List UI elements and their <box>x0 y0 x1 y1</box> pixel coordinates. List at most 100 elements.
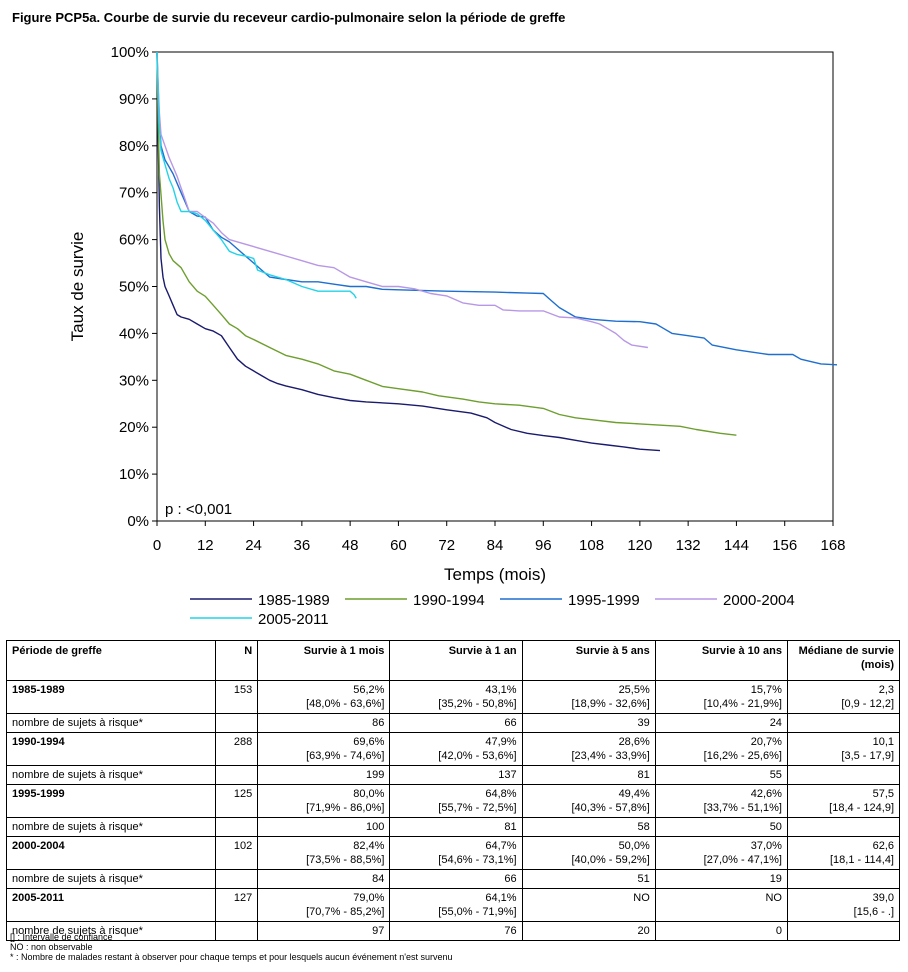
cell-confidence-interval: [15,6 - .] <box>853 906 894 918</box>
cell-risk-count: 0 <box>654 921 788 941</box>
y-tick-label: 20% <box>119 419 149 436</box>
legend-label: 2005-2011 <box>258 611 329 628</box>
cell-value: 80,0% [71,9% - 86,0%] <box>257 784 391 818</box>
chart-lines <box>156 51 838 452</box>
x-tick-label: 156 <box>772 537 797 554</box>
cell-confidence-interval: [70,7% - 85,2%] <box>306 906 385 918</box>
cell-value: 2,3 [0,9 - 12,2] <box>786 680 901 714</box>
cell-value: 50,0% [40,0% - 59,2%] <box>521 836 656 870</box>
table-row: 1995-1999 125 80,0% [71,9% - 86,0%] 64,8% [55… <box>6 784 901 818</box>
cell-confidence-interval: [71,9% - 86,0%] <box>306 802 385 814</box>
y-tick-label: 50% <box>119 279 149 296</box>
cell-estimate: 69,6% <box>353 736 385 748</box>
cell-risk-count: 86 <box>257 713 391 733</box>
y-tick-label: 10% <box>119 466 149 483</box>
p-value-annotation: p : <0,001 <box>165 501 232 518</box>
cell-risk-count: 199 <box>257 765 391 785</box>
table-header-row: Période de greffe N Survie à 1 mois Surv… <box>6 640 901 681</box>
cell-confidence-interval: [18,1 - 114,4] <box>829 854 894 866</box>
x-tick-label: 108 <box>579 537 604 554</box>
cell-empty <box>786 765 901 785</box>
cell-estimate: 42,6% <box>750 788 782 800</box>
cell-confidence-interval: [48,0% - 63,6%] <box>306 698 385 710</box>
cell-value: NO <box>654 888 788 922</box>
cell-risk-count: 81 <box>389 817 523 837</box>
survival-chart: 0% 10% 20% 30% 40% 50% 60% 70% 80% 90% 100% 0 12 24 36… <box>68 44 846 628</box>
y-tick-label: 90% <box>119 91 149 108</box>
cell-estimate: 82,4% <box>353 840 385 852</box>
plot-frame <box>156 51 834 522</box>
y-axis-label: Taux de survie <box>68 232 87 342</box>
cell-confidence-interval: [35,2% - 50,8%] <box>438 698 517 710</box>
cell-risk-count: 50 <box>654 817 788 837</box>
y-tick-label: 40% <box>119 325 149 342</box>
x-tick-label: 168 <box>820 537 845 554</box>
cell-risk-count: 24 <box>654 713 788 733</box>
x-tick-label: 0 <box>153 537 161 554</box>
cell-confidence-interval: [40,3% - 57,8%] <box>571 802 650 814</box>
table-row-risk: nombre de sujets à risque* 86 66 39 24 <box>6 713 901 733</box>
cell-estimate: 56,2% <box>353 684 385 696</box>
cell-estimate: 20,7% <box>750 736 782 748</box>
survival-table: Période de greffe N Survie à 1 mois Surv… <box>6 640 901 941</box>
cell-confidence-interval: [63,9% - 74,6%] <box>306 750 385 762</box>
header-1-month: Survie à 1 mois <box>257 640 391 681</box>
cell-estimate: 2,3 <box>878 684 894 696</box>
cell-estimate: 47,9% <box>485 736 517 748</box>
note-risk: * : Nombre de malades restant à observer… <box>10 952 453 962</box>
cell-estimate: 25,5% <box>618 684 650 696</box>
cell-empty <box>214 817 259 837</box>
chart-axes: 0% 10% 20% 30% 40% 50% 60% 70% 80% 90% 100% 0 12 24 36… <box>68 44 846 584</box>
header-n: N <box>214 640 259 681</box>
cell-confidence-interval: [27,0% - 47,1%] <box>703 854 782 866</box>
cell-value: 64,7% [54,6% - 73,1%] <box>389 836 523 870</box>
cell-estimate: 80,0% <box>353 788 385 800</box>
x-tick-label: 96 <box>535 537 552 554</box>
cell-estimate: NO <box>633 892 650 904</box>
cell-confidence-interval: [10,4% - 21,9%] <box>703 698 782 710</box>
table-row: 1990-1994 288 69,6% [63,9% - 74,6%] 47,9% [42… <box>6 732 901 766</box>
y-tick-label: 80% <box>119 138 149 155</box>
table-row-risk: nombre de sujets à risque* 199 137 81 55 <box>6 765 901 785</box>
cell-empty <box>214 921 259 941</box>
cell-risk-count: 137 <box>389 765 523 785</box>
cell-confidence-interval <box>661 905 782 919</box>
cell-confidence-interval: [54,6% - 73,1%] <box>438 854 517 866</box>
series-line-2005-2011 <box>156 51 357 299</box>
series-line-1995-1999 <box>156 51 838 366</box>
cell-period: 1990-1994 <box>6 732 216 766</box>
cell-risk-label: nombre de sujets à risque* <box>6 921 216 941</box>
cell-risk-count: 20 <box>521 921 656 941</box>
y-tick-label: 0% <box>127 513 149 530</box>
cell-estimate: 37,0% <box>750 840 782 852</box>
series-line-1990-1994 <box>156 51 737 436</box>
table-row: 1985-1989 153 56,2% [48,0% - 63,6%] 43,1% [35… <box>6 680 901 714</box>
cell-value: 47,9% [42,0% - 53,6%] <box>389 732 523 766</box>
cell-estimate: 64,1% <box>485 892 517 904</box>
header-1-year: Survie à 1 an <box>389 640 523 681</box>
legend-label: 2000-2004 <box>723 592 795 609</box>
x-tick-label: 120 <box>627 537 652 554</box>
cell-value: 15,7% [10,4% - 21,9%] <box>654 680 788 714</box>
cell-value: NO <box>521 888 656 922</box>
table-row-risk: nombre de sujets à risque* 100 81 58 50 <box>6 817 901 837</box>
series-line-1985-1989 <box>156 51 661 452</box>
cell-risk-count: 51 <box>521 869 656 889</box>
cell-confidence-interval: [16,2% - 25,6%] <box>703 750 782 762</box>
cell-risk-count: 55 <box>654 765 788 785</box>
cell-empty <box>214 765 259 785</box>
table-body: 1985-1989 153 56,2% [48,0% - 63,6%] 43,1% [35… <box>6 680 901 941</box>
cell-empty <box>786 921 901 941</box>
cell-n: 102 <box>214 836 259 870</box>
cell-risk-label: nombre de sujets à risque* <box>6 713 216 733</box>
header-median: Médiane de survie (mois) <box>786 640 901 681</box>
x-tick-label: 12 <box>197 537 214 554</box>
header-period: Période de greffe <box>6 640 216 681</box>
cell-confidence-interval: [18,9% - 32,6%] <box>571 698 650 710</box>
cell-risk-count: 66 <box>389 713 523 733</box>
cell-confidence-interval: [40,0% - 59,2%] <box>571 854 650 866</box>
cell-value: 64,1% [55,0% - 71,9%] <box>389 888 523 922</box>
x-tick-label: 36 <box>294 537 311 554</box>
table-row-risk: nombre de sujets à risque* 84 66 51 19 <box>6 869 901 889</box>
header-10-years: Survie à 10 ans <box>654 640 788 681</box>
